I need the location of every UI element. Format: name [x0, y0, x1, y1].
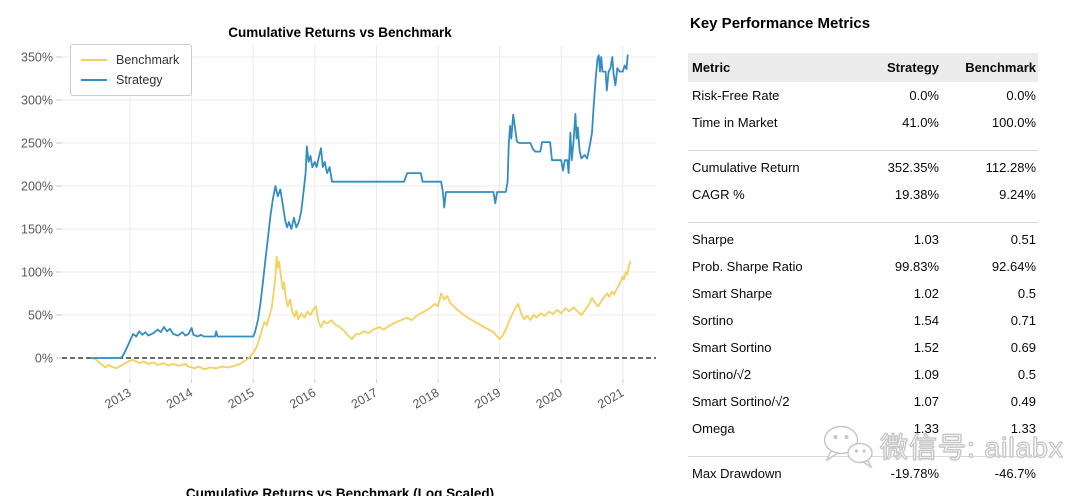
benchmark-value-cell: 0.69 — [1010, 340, 1036, 355]
benchmark-value-cell: 0.71 — [1010, 313, 1036, 328]
svg-text:0%: 0% — [35, 352, 53, 366]
svg-text:2015: 2015 — [226, 385, 257, 411]
metric-name-cell: Smart Sharpe — [692, 286, 773, 301]
benchmark-value-cell: 9.24% — [999, 187, 1036, 202]
svg-text:2014: 2014 — [164, 385, 195, 411]
svg-text:100%: 100% — [21, 266, 53, 280]
metric-name-cell: Risk-Free Rate — [692, 88, 780, 103]
metrics-group-divider — [688, 442, 1038, 460]
metric-name-cell: Time in Market — [692, 115, 778, 130]
metric-name-cell: Sortino/√2 — [692, 367, 752, 382]
metrics-table-row: Sharpe 1.03 0.51 — [688, 226, 1038, 253]
strategy-value-cell: 0.0% — [909, 88, 939, 103]
metric-name-cell: Sortino — [692, 313, 734, 328]
strategy-value-cell: 1.33 — [913, 421, 939, 436]
legend-label-strategy: Strategy — [116, 73, 163, 87]
strategy-value-cell: 1.09 — [913, 367, 939, 382]
benchmark-value-cell: 0.0% — [1006, 88, 1036, 103]
svg-text:2021: 2021 — [595, 385, 626, 411]
metrics-table-row: Risk-Free Rate 0.0% 0.0% — [688, 82, 1038, 109]
metric-name-cell: Prob. Sharpe Ratio — [692, 259, 803, 274]
benchmark-value-cell: 0.5 — [1017, 367, 1036, 382]
strategy-value-cell: 99.83% — [894, 259, 939, 274]
legend-item-strategy: Strategy — [81, 73, 179, 87]
metrics-table-row: Time in Market 41.0% 100.0% — [688, 109, 1038, 136]
svg-text:250%: 250% — [21, 137, 53, 151]
strategy-value-cell: 41.0% — [902, 115, 939, 130]
divider-line — [688, 456, 1038, 457]
log-scaled-chart-title: Cumulative Returns vs Benchmark (Log Sca… — [185, 486, 495, 496]
metrics-panel: Key Performance Metrics Metric Strategy … — [688, 14, 1038, 487]
svg-text:2020: 2020 — [534, 385, 565, 411]
metrics-table-row: CAGR % 19.38% 9.24% — [688, 181, 1038, 208]
strategy-value-cell: 1.02 — [913, 286, 939, 301]
svg-text:2019: 2019 — [472, 385, 503, 411]
svg-text:150%: 150% — [21, 223, 53, 237]
benchmark-value-cell: 1.33 — [1010, 421, 1036, 436]
metric-name-cell: Sharpe — [692, 232, 734, 247]
metric-name-cell: Smart Sortino — [692, 340, 772, 355]
svg-text:50%: 50% — [28, 309, 53, 323]
column-header-metric: Metric — [688, 53, 848, 82]
metrics-table-row: Sortino/√2 1.09 0.5 — [688, 361, 1038, 388]
strategy-line-swatch — [81, 79, 107, 81]
benchmark-value-cell: 0.5 — [1017, 286, 1036, 301]
divider-line — [688, 222, 1038, 223]
metric-name-cell: Max Drawdown — [692, 466, 782, 481]
strategy-value-cell: -19.78% — [890, 466, 939, 481]
benchmark-value-cell: 112.28% — [985, 160, 1036, 175]
metrics-table-row: Sortino 1.54 0.71 — [688, 307, 1038, 334]
svg-text:2013: 2013 — [102, 385, 133, 411]
metrics-table-row: Smart Sortino/√2 1.07 0.49 — [688, 388, 1038, 415]
chart-legend: Benchmark Strategy — [70, 44, 193, 96]
svg-text:200%: 200% — [21, 180, 53, 194]
column-header-strategy: Strategy — [848, 53, 941, 82]
strategy-value-cell: 352.35% — [887, 160, 939, 175]
strategy-value-cell: 19.38% — [894, 187, 939, 202]
legend-label-benchmark: Benchmark — [116, 53, 180, 67]
metric-name-cell: CAGR % — [692, 187, 745, 202]
benchmark-line-swatch — [81, 59, 107, 61]
legend-item-benchmark: Benchmark — [81, 53, 179, 67]
metrics-table-row: Smart Sharpe 1.02 0.5 — [688, 280, 1038, 307]
metric-name-cell: Smart Sortino/√2 — [692, 394, 790, 409]
svg-text:300%: 300% — [21, 94, 53, 108]
metric-name-cell: Cumulative Return — [692, 160, 800, 175]
cumulative-returns-chart: 0% 50% 100% 150% 200% 250% 300% 350% 2013 2014 201… — [21, 45, 656, 412]
metrics-title: Key Performance Metrics — [690, 15, 871, 32]
cumulative-returns-panel: 0% 50% 100% 150% 200% 250% 300% 350% 2013 2014 201… — [21, 25, 656, 496]
column-header-benchmark: Benchmark — [941, 53, 1038, 82]
benchmark-value-cell: 0.51 — [1010, 232, 1036, 247]
benchmark-value-cell: -46.7% — [994, 466, 1036, 481]
svg-text:2016: 2016 — [287, 385, 318, 411]
benchmark-value-cell: 100.0% — [991, 115, 1036, 130]
divider-line — [688, 150, 1038, 151]
benchmark-value-cell: 92.64% — [991, 259, 1036, 274]
svg-text:2018: 2018 — [410, 385, 441, 411]
svg-text:2017: 2017 — [349, 385, 380, 411]
metrics-table-row: Smart Sortino 1.52 0.69 — [688, 334, 1038, 361]
strategy-value-cell: 1.52 — [913, 340, 939, 355]
metric-name-cell: Omega — [692, 421, 735, 436]
metrics-table-row: Cumulative Return 352.35% 112.28% — [688, 154, 1038, 181]
metrics-table: Metric Strategy Benchmark Risk-Free Rate… — [688, 53, 1038, 487]
benchmark-value-cell: 0.49 — [1010, 394, 1036, 409]
strategy-value-cell: 1.54 — [913, 313, 939, 328]
metrics-group-divider — [688, 208, 1038, 226]
metrics-table-row: Omega 1.33 1.33 — [688, 415, 1038, 442]
svg-text:350%: 350% — [21, 51, 53, 65]
metrics-group-divider — [688, 136, 1038, 154]
metrics-header-row: Metric Strategy Benchmark — [688, 53, 1038, 82]
strategy-value-cell: 1.07 — [913, 394, 939, 409]
chart-title: Cumulative Returns vs Benchmark — [228, 25, 452, 40]
metrics-table-row: Prob. Sharpe Ratio 99.83% 92.64% — [688, 253, 1038, 280]
metrics-table-row: Max Drawdown -19.78% -46.7% — [688, 460, 1038, 487]
strategy-value-cell: 1.03 — [913, 232, 939, 247]
